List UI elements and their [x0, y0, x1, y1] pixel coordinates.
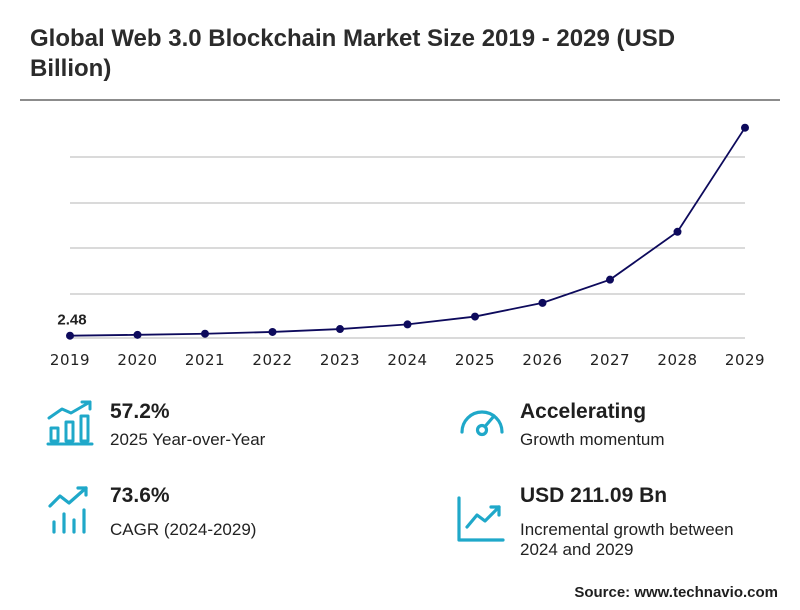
stat-incremental-value: USD 211.09 Bn: [520, 484, 668, 507]
source-credit: Source: www.technavio.com: [574, 584, 778, 601]
stat-cagr-value: 73.6%: [110, 484, 170, 507]
data-point-2028: [673, 227, 682, 236]
data-point-2029: [741, 123, 749, 132]
x-tick-2022: 2022: [252, 351, 292, 369]
x-tick-2024: 2024: [387, 351, 427, 369]
data-point-2026: [538, 298, 547, 307]
data-labels: 2.48: [57, 312, 86, 329]
x-tick-2023: 2023: [320, 351, 360, 369]
stat-momentum-label: Growth momentum: [520, 430, 665, 449]
stat-yoy-value: 57.2%: [110, 400, 170, 423]
x-axis-ticks: 2019 2020 2021 2022 2023 2024 2025 2026 2027 2028…: [50, 351, 765, 369]
x-tick-2026: 2026: [522, 351, 562, 369]
title-divider: [20, 99, 780, 101]
x-tick-2025: 2025: [455, 351, 495, 369]
x-tick-2027: 2027: [590, 351, 630, 369]
stat-yoy: 57.2% 2025 Year-over-Year: [46, 398, 366, 458]
x-tick-2029: 2029: [725, 351, 765, 369]
trend-up-icon: [457, 496, 505, 542]
series-line-path: [69, 127, 746, 337]
data-label-2019: 2.48: [57, 312, 86, 329]
x-tick-2021: 2021: [185, 351, 225, 369]
growth-chart-icon: [48, 486, 88, 534]
stat-momentum-value: Accelerating: [520, 400, 647, 423]
x-tick-2019: 2019: [50, 351, 90, 369]
data-point-2025: [471, 312, 479, 321]
series-line: [69, 127, 746, 337]
gauge-icon: [460, 410, 504, 437]
stat-incremental-label: Incremental growth between 2024 and 2029: [520, 520, 734, 559]
chart-title: Global Web 3.0 Blockchain Market Size 20…: [30, 25, 676, 82]
bar-chart-icon: [46, 400, 94, 446]
data-point-2021: [201, 329, 209, 338]
stat-incremental: USD 211.09 Bn Incremental growth between…: [456, 482, 776, 562]
x-tick-2028: 2028: [657, 351, 697, 369]
line-chart: 2.48 2019 2020 2021 2022 2023 2024 2025 2026 202…: [50, 123, 765, 369]
stat-cagr-label: CAGR (2024-2029): [110, 520, 257, 539]
data-point-2022: [268, 327, 277, 336]
x-tick-2020: 2020: [117, 351, 157, 369]
data-point-2023: [336, 325, 344, 334]
stat-yoy-label: 2025 Year-over-Year: [110, 430, 266, 449]
data-point-2019: [66, 331, 74, 340]
data-points: [66, 123, 749, 340]
data-point-2020: [133, 330, 142, 339]
stat-momentum: Accelerating Growth momentum: [456, 398, 776, 458]
data-point-2027: [606, 275, 614, 284]
gridlines: [70, 156, 745, 339]
data-point-2024: [403, 320, 412, 329]
stat-cagr: 73.6% CAGR (2024-2029): [46, 482, 366, 542]
